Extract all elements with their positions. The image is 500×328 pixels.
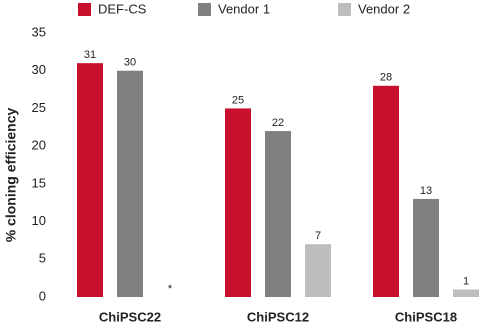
value-label: * (168, 283, 173, 295)
x-tick-label: ChiPSC18 (395, 309, 457, 324)
bar (225, 108, 251, 297)
bar (117, 70, 143, 297)
x-tick-label: ChiPSC12 (247, 309, 309, 324)
bar (77, 63, 103, 297)
legend-label: Vendor 1 (218, 1, 270, 16)
y-axis-label: % cloning efficiency (3, 107, 19, 242)
value-label: 25 (232, 94, 244, 106)
value-label: 31 (84, 49, 96, 61)
y-tick-label: 20 (32, 138, 46, 153)
y-tick-label: 10 (32, 213, 46, 228)
legend-label: Vendor 2 (358, 1, 410, 16)
value-label: 1 (463, 275, 469, 287)
y-tick-label: 15 (32, 175, 46, 190)
bar (265, 131, 291, 297)
value-label: 28 (380, 72, 392, 84)
legend-swatch (338, 3, 351, 16)
y-tick-label: 0 (39, 288, 46, 303)
value-label: 22 (272, 117, 284, 129)
y-tick-label: 25 (32, 100, 46, 115)
legend-label: DEF-CS (98, 1, 147, 16)
legend-swatch (198, 3, 211, 16)
bar (305, 244, 331, 297)
bar (453, 289, 479, 297)
bar (413, 198, 439, 297)
y-tick-label: 5 (39, 251, 46, 266)
x-tick-label: ChiPSC22 (99, 309, 161, 324)
value-label: 30 (124, 57, 136, 69)
legend-swatch (78, 3, 91, 16)
bar (373, 85, 399, 297)
value-label: 13 (420, 185, 432, 197)
y-tick-label: 30 (32, 62, 46, 77)
value-label: 7 (315, 230, 321, 242)
y-tick-label: 35 (32, 24, 46, 39)
